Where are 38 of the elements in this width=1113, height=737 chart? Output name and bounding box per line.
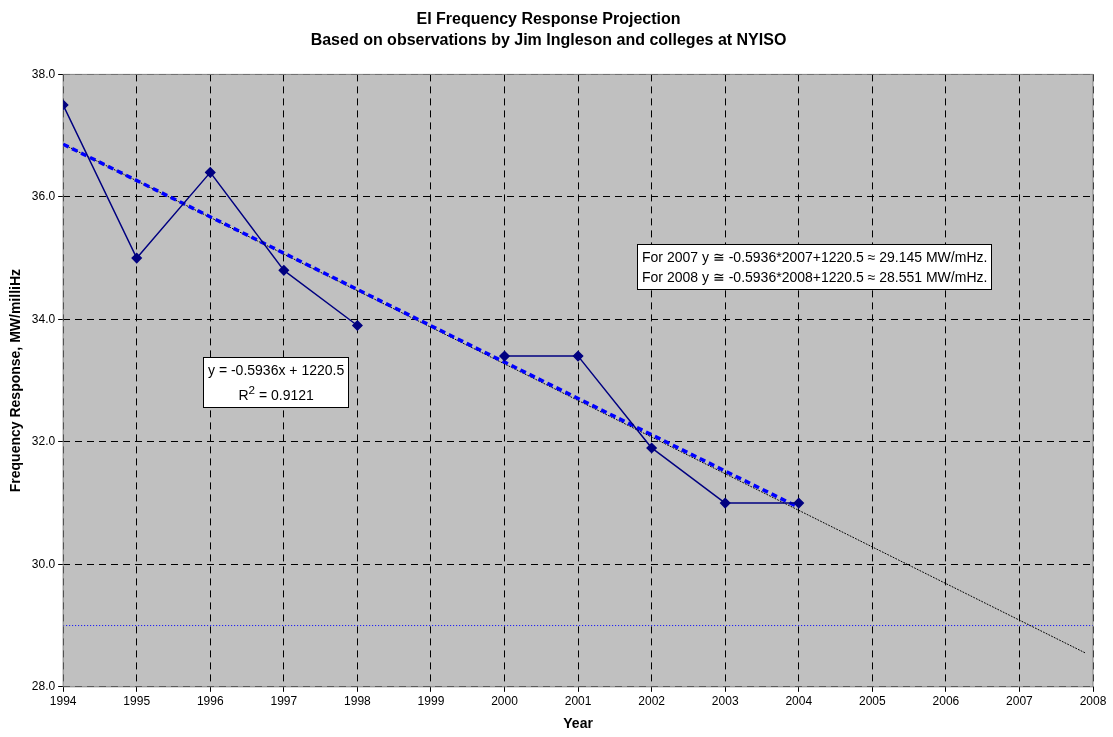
annotation: For 2007 y ≅ -0.5936*2007+1220.5 ≈ 29.145 MW/mHz.: [642, 249, 988, 265]
point: [646, 442, 657, 454]
y-tick-label: 36.0: [31, 189, 56, 204]
annotation: y = -0.5936x + 1220.5: [208, 362, 345, 378]
x-tick-label: 2000: [491, 694, 519, 709]
point: [205, 167, 216, 178]
x-tick-label: 1995: [123, 694, 151, 709]
y-axis-title: Frequency Response, MW/milliHz: [7, 268, 24, 493]
x-tick-label: 1999: [417, 694, 445, 709]
annotation: For 2008 y ≅ -0.5936*2008+1220.5 ≈ 28.551 MW/mHz.: [642, 269, 988, 285]
point: [793, 497, 805, 509]
point: [572, 350, 584, 362]
x-tick-label: 2008: [1079, 694, 1107, 709]
x-tick-label: 1996: [196, 694, 224, 709]
y-tick-label: 38.0: [31, 66, 56, 81]
y-tick-label: 28.0: [31, 679, 56, 694]
y-tick-label: 34.0: [31, 311, 56, 326]
point: [499, 350, 510, 362]
chart-title: EI Frequency Response Projection: [416, 10, 681, 28]
annotation: R$^{2}$ = 0.9121: [238, 383, 314, 403]
point: [352, 320, 363, 331]
point: [278, 265, 290, 276]
x-tick-label: 2007: [1006, 694, 1034, 709]
x-tick-label: 2005: [858, 694, 886, 709]
y-tick-label: 32.0: [31, 434, 56, 449]
chart-subtitle: Based on observations by Jim Ingleson and colleges at NYISO: [310, 31, 787, 49]
x-tick-label: 1998: [344, 694, 372, 709]
x-tick-label: 2003: [711, 694, 739, 709]
x-tick-label: 2004: [785, 694, 813, 709]
x-tick-label: 1997: [270, 694, 298, 709]
x-axis-title: Year: [563, 715, 594, 732]
x-tick-label: 2002: [638, 694, 666, 709]
x-tick-label: 2001: [564, 694, 592, 709]
x-tick-label: 1994: [49, 694, 77, 709]
x-tick-label: 2006: [932, 694, 960, 709]
point: [131, 252, 142, 264]
point: [719, 497, 731, 509]
y-tick-label: 30.0: [31, 556, 56, 571]
